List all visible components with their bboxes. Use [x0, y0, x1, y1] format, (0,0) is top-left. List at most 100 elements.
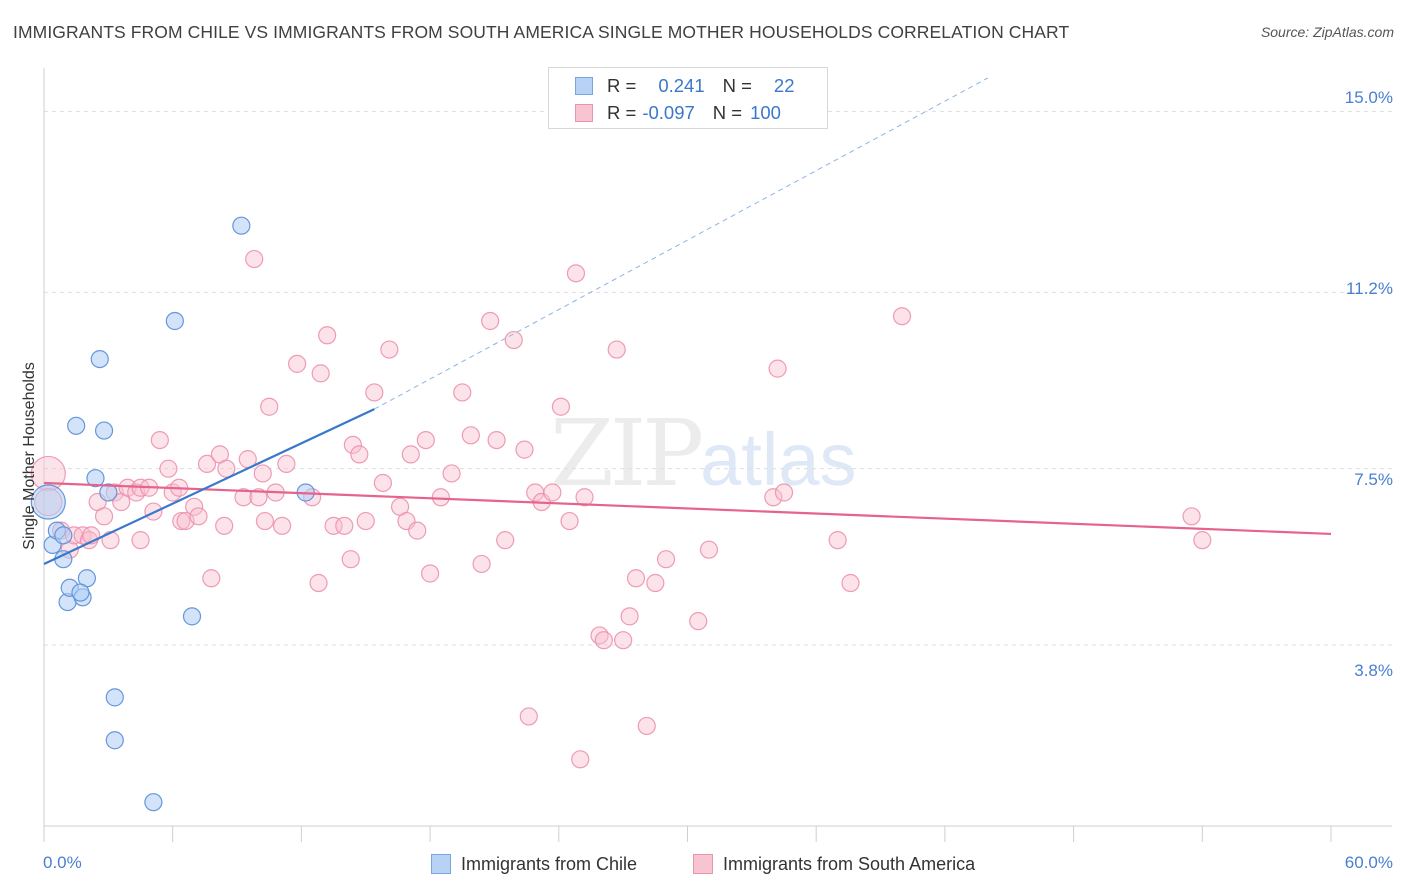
point-south-america: [189, 507, 208, 526]
point-south-america: [774, 483, 794, 502]
series-south-america: [30, 249, 1212, 769]
r-label: R =: [607, 75, 637, 96]
point-south-america: [1193, 531, 1212, 550]
point-chile: [54, 526, 73, 545]
point-south-america: [335, 516, 354, 535]
point-south-america: [131, 531, 150, 550]
y-tick-label: 11.2%: [1346, 279, 1393, 298]
point-south-america: [566, 264, 586, 283]
point-south-america: [260, 397, 279, 416]
point-south-america: [365, 383, 384, 402]
point-chile: [71, 583, 90, 602]
point-chile: [90, 349, 109, 369]
point-south-america: [764, 488, 783, 507]
trend-lines: [43, 77, 1332, 565]
point-chile: [105, 688, 124, 707]
y-axis-label: Single Mother Households: [21, 362, 38, 550]
point-chile: [165, 311, 184, 331]
point-south-america: [373, 473, 393, 493]
point-south-america: [892, 307, 912, 326]
chile-legend-swatch: [431, 854, 451, 874]
point-south-america: [217, 459, 236, 478]
south-america-swatch: [575, 104, 593, 122]
point-chile: [232, 216, 251, 235]
point-south-america: [159, 459, 178, 478]
r-value: -0.097: [642, 102, 695, 123]
point-south-america: [1182, 507, 1201, 526]
point-south-america: [255, 511, 275, 531]
point-chile: [144, 793, 163, 812]
point-south-america: [324, 516, 343, 535]
series-chile: [30, 216, 315, 812]
trend-line-chile: [43, 408, 375, 565]
point-south-america: [421, 564, 440, 583]
point-chile: [105, 731, 124, 750]
point-south-america: [699, 540, 719, 559]
south-america-legend-swatch: [693, 854, 713, 874]
gridlines: [44, 110, 1392, 646]
point-south-america: [504, 330, 523, 350]
point-south-america: [202, 569, 221, 588]
point-south-america: [543, 483, 562, 502]
x-tick-label-min: 0.0%: [43, 853, 82, 872]
point-south-america: [234, 488, 253, 507]
legend-item-south-america[interactable]: Immigrants from South America: [693, 851, 975, 877]
point-south-america: [453, 383, 472, 402]
point-chile: [99, 483, 118, 502]
point-south-america: [272, 516, 292, 535]
point-south-america: [768, 359, 787, 378]
point-south-america: [288, 354, 307, 373]
point-south-america: [614, 631, 633, 650]
point-south-america: [487, 430, 506, 450]
legend-label-south-america: Immigrants from South America: [723, 853, 976, 874]
r-value: 0.241: [658, 75, 705, 96]
point-south-america: [249, 488, 268, 507]
n-label: N =: [722, 75, 752, 96]
point-south-america: [575, 488, 594, 507]
point-chile: [67, 416, 86, 435]
point-south-america: [356, 511, 375, 531]
x-tick-label-max: 60.0%: [1344, 853, 1393, 872]
legend-item-chile[interactable]: Immigrants from Chile: [431, 851, 637, 877]
n-label: N =: [712, 102, 743, 123]
y-tick-label: 3.8%: [1354, 661, 1393, 680]
point-south-america: [197, 454, 217, 474]
point-south-america: [841, 573, 860, 593]
point-south-america: [646, 573, 665, 593]
y-tick-label: 7.5%: [1354, 470, 1393, 489]
point-south-america: [309, 573, 328, 593]
point-south-america: [350, 445, 369, 464]
point-south-america: [637, 716, 656, 736]
point-south-america: [689, 612, 708, 631]
point-south-america: [401, 445, 420, 464]
point-south-america: [341, 550, 360, 569]
point-south-america: [481, 311, 500, 331]
trend-line-south-america: [43, 481, 1332, 536]
point-south-america: [215, 516, 234, 535]
point-south-america: [828, 531, 847, 550]
point-south-america: [571, 750, 590, 769]
source-credit: Source: ZipAtlas.com: [1260, 24, 1394, 40]
point-south-america: [431, 488, 450, 507]
chile-swatch: [575, 77, 593, 95]
n-value: 22: [773, 75, 795, 96]
point-south-america: [343, 435, 362, 454]
point-south-america: [94, 507, 114, 526]
point-south-america: [318, 326, 337, 345]
point-south-america: [607, 340, 626, 359]
point-south-america: [442, 464, 461, 483]
stats-row-south-america: R = -0.097 N = 100: [549, 100, 781, 126]
point-south-america: [461, 426, 480, 445]
point-south-america: [472, 554, 491, 574]
point-south-america: [515, 440, 534, 459]
point-south-america: [253, 464, 272, 483]
point-south-america: [594, 631, 613, 650]
point-south-america: [311, 364, 330, 383]
point-south-america: [101, 531, 120, 550]
legend-label-chile: Immigrants from Chile: [461, 853, 638, 874]
point-south-america: [277, 454, 296, 474]
point-south-america: [380, 340, 399, 359]
point-south-america: [150, 430, 169, 450]
point-south-america: [620, 607, 639, 626]
